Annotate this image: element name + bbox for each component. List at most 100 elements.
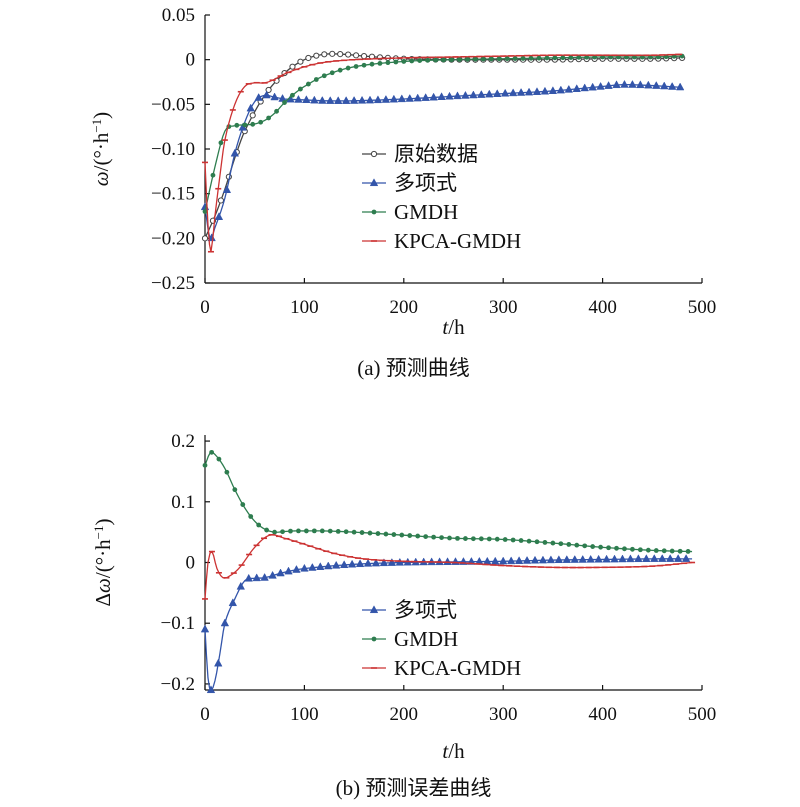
series-marker — [469, 90, 478, 99]
legend-swatch-marker — [369, 605, 379, 614]
series-marker — [642, 554, 651, 562]
series-marker — [453, 91, 462, 100]
y-tick-label: 0.05 — [162, 5, 195, 26]
series-marker — [421, 93, 430, 101]
series-marker — [618, 554, 627, 563]
y-tick-label: 0.1 — [171, 492, 195, 513]
series-marker — [321, 73, 327, 79]
series-marker — [588, 82, 597, 91]
series-marker — [296, 528, 301, 534]
x-tick-label: 400 — [588, 297, 617, 318]
series-marker — [266, 115, 272, 121]
series-marker — [385, 60, 391, 66]
series-marker — [360, 52, 368, 60]
series-marker — [303, 528, 309, 534]
series-marker — [333, 96, 343, 104]
legend-entry: 多项式 — [394, 171, 457, 195]
series-marker — [353, 64, 359, 69]
series-marker — [294, 94, 303, 103]
series-marker — [524, 87, 534, 96]
series-marker — [321, 51, 328, 58]
series-marker — [244, 573, 253, 582]
series-marker — [518, 538, 524, 543]
legend-swatch-marker — [369, 178, 379, 187]
series-marker — [580, 83, 589, 92]
series-marker — [415, 533, 421, 539]
series-1 — [200, 79, 685, 242]
series-marker — [379, 558, 389, 567]
y-tick-label: −0.1 — [161, 613, 195, 634]
series-marker — [520, 56, 526, 61]
series-marker — [324, 561, 333, 570]
series-marker — [578, 554, 587, 563]
series-marker — [486, 536, 492, 542]
legend-entry: KPCA-GMDH — [394, 656, 521, 680]
x-tick-label: 400 — [588, 704, 617, 725]
series-marker — [254, 93, 263, 101]
series-marker — [677, 548, 683, 554]
series-marker — [496, 56, 502, 62]
series-marker — [558, 541, 564, 547]
series-marker — [673, 554, 683, 562]
series-marker — [249, 112, 256, 119]
series-marker — [568, 55, 574, 60]
series-marker — [361, 62, 367, 68]
series-marker — [433, 57, 439, 63]
series-marker — [258, 119, 264, 125]
series-marker — [210, 172, 216, 178]
series-marker — [536, 55, 542, 61]
series-marker — [598, 544, 604, 550]
series-marker — [538, 555, 548, 564]
series-marker — [554, 555, 564, 564]
series-marker — [381, 95, 391, 103]
series-marker — [234, 122, 240, 128]
series-marker — [369, 61, 375, 67]
series-marker — [351, 529, 357, 535]
series-marker — [431, 534, 437, 540]
series-marker — [326, 96, 335, 104]
series-marker — [594, 554, 603, 563]
x-axis-label: t/h — [442, 315, 465, 339]
series-marker — [455, 535, 460, 541]
series-marker — [572, 84, 581, 92]
series-marker — [357, 95, 367, 104]
series-marker — [214, 658, 223, 667]
y-tick-label: −0.05 — [151, 94, 195, 115]
series-marker — [628, 80, 637, 88]
series-marker — [645, 547, 651, 553]
series-marker — [375, 531, 381, 536]
x-tick-label: 500 — [688, 704, 717, 725]
series-marker — [675, 82, 685, 91]
series-marker — [217, 197, 225, 204]
panel-a-prediction-curves: 0.050−0.05−0.10−0.15−0.20−0.250 100 200 300… — [89, 5, 717, 380]
series-marker — [660, 81, 669, 90]
series-marker — [667, 82, 677, 90]
series-marker — [313, 52, 320, 59]
series-marker — [530, 555, 540, 564]
series-marker — [461, 90, 470, 99]
series-marker — [681, 554, 691, 562]
series-marker — [570, 555, 579, 563]
series-marker — [228, 598, 238, 607]
series-marker — [548, 86, 558, 94]
series-marker — [441, 57, 446, 63]
series-marker — [298, 86, 303, 92]
series-marker — [352, 52, 360, 59]
series-marker — [310, 95, 319, 104]
series-marker — [300, 563, 309, 572]
panel-caption: (a) 预测曲线 — [357, 356, 470, 380]
series-marker — [337, 51, 344, 58]
series-marker — [343, 529, 349, 535]
series-marker — [401, 59, 407, 64]
series-marker — [264, 527, 270, 533]
series-marker — [564, 84, 574, 93]
series-marker — [290, 92, 295, 98]
legend-entry: GMDH — [394, 200, 458, 224]
series-marker — [528, 55, 534, 61]
series-1 — [202, 449, 693, 554]
series-marker — [514, 556, 524, 564]
series-marker — [669, 548, 675, 554]
series-marker — [389, 94, 399, 103]
series-marker — [341, 96, 351, 104]
series-marker — [532, 87, 542, 95]
